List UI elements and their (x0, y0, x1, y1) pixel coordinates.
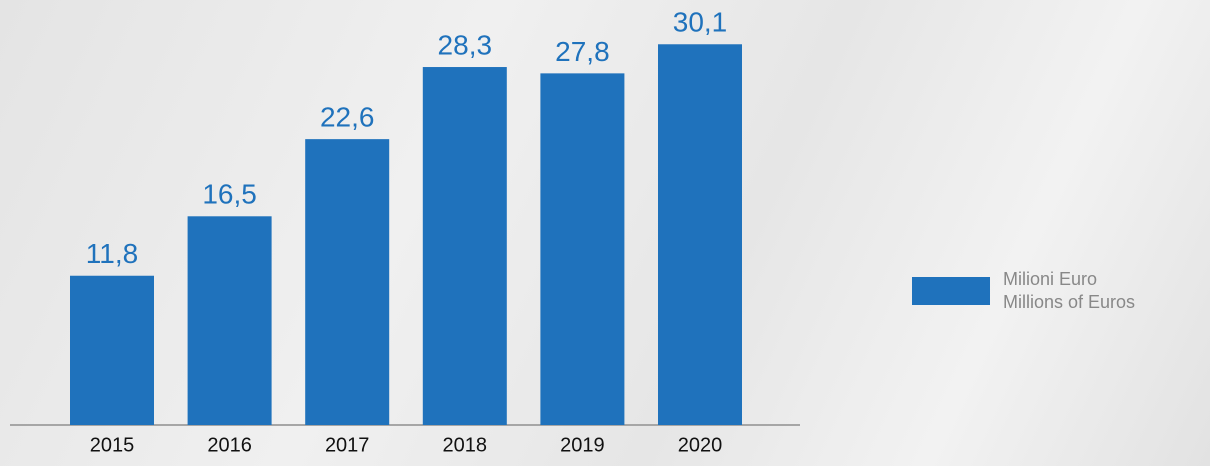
legend-label: Milioni Euro Millions of Euros (1003, 269, 1136, 312)
x-tick-label: 2018 (443, 434, 488, 456)
bar (540, 73, 625, 425)
x-tick-label: 2015 (90, 434, 135, 456)
x-tick-label: 2016 (207, 434, 252, 456)
x-tick-label: 2020 (678, 434, 723, 456)
x-tick-label: 2017 (325, 434, 370, 456)
bar (187, 216, 272, 425)
value-label: 28,3 (438, 29, 493, 60)
bar (422, 67, 507, 425)
bar (658, 44, 742, 425)
x-tick-label: 2019 (560, 434, 605, 456)
bar (70, 275, 154, 425)
value-label: 11,8 (86, 238, 138, 269)
value-label: 22,6 (320, 102, 375, 133)
bar (305, 139, 390, 425)
value-label: 27,8 (555, 36, 610, 67)
value-label: 16,5 (202, 179, 257, 210)
legend-swatch (912, 277, 990, 305)
value-label: 30,1 (673, 7, 728, 38)
